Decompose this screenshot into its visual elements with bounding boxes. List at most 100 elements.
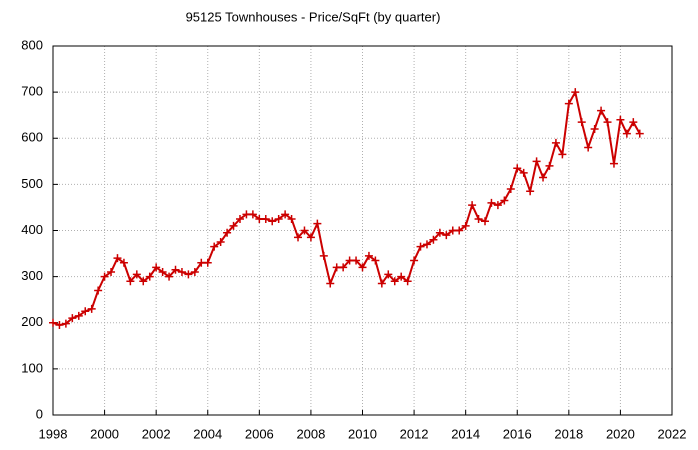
y-tick-label: 700 (21, 84, 43, 99)
data-point (139, 277, 148, 286)
x-tick-label: 2014 (451, 426, 480, 441)
y-tick-label: 100 (21, 360, 43, 375)
data-point (216, 238, 225, 247)
data-point (474, 214, 483, 223)
data-point (519, 168, 528, 177)
data-point (493, 201, 502, 210)
data-point (564, 99, 573, 108)
data-point (126, 277, 135, 286)
data-point (261, 214, 270, 223)
data-point (397, 272, 406, 281)
data-point (145, 272, 154, 281)
data-point (319, 251, 328, 260)
data-point (429, 235, 438, 244)
x-tick-label: 2022 (658, 426, 687, 441)
data-point (68, 314, 77, 323)
data-point (107, 268, 116, 277)
data-point (113, 254, 122, 263)
chart-title: 95125 Townhouses - Price/SqFt (by quarte… (186, 9, 441, 24)
data-point (94, 286, 103, 295)
data-point (81, 307, 90, 316)
data-point (616, 115, 625, 124)
data-point (165, 272, 174, 281)
data-point (358, 263, 367, 272)
data-point (403, 277, 412, 286)
data-point (274, 214, 283, 223)
data-point (384, 270, 393, 279)
y-tick-label: 600 (21, 130, 43, 145)
data-point (119, 258, 128, 267)
data-point (571, 88, 580, 97)
x-tick-label: 2012 (400, 426, 429, 441)
data-point (61, 319, 70, 328)
data-point (609, 159, 618, 168)
data-point (287, 214, 296, 223)
y-tick-label: 0 (36, 406, 43, 421)
data-point (416, 242, 425, 251)
data-point (74, 311, 83, 320)
data-point (526, 187, 535, 196)
data-point (49, 318, 57, 327)
y-tick-label: 200 (21, 314, 43, 329)
x-tick-label: 2018 (554, 426, 583, 441)
x-tick-label: 2000 (90, 426, 119, 441)
data-point (210, 242, 219, 251)
data-point (313, 219, 322, 228)
data-point (635, 129, 644, 138)
data-point (352, 256, 361, 265)
data-point (371, 256, 380, 265)
y-tick-label: 400 (21, 222, 43, 237)
data-point (390, 277, 399, 286)
data-point (339, 263, 348, 272)
data-point (422, 240, 431, 249)
data-point (326, 279, 335, 288)
y-tick-label: 300 (21, 268, 43, 283)
data-point (487, 198, 496, 207)
data-point (268, 217, 277, 226)
data-point (87, 304, 96, 313)
data-point (152, 263, 161, 272)
data-point (622, 129, 631, 138)
data-point (410, 256, 419, 265)
y-tick-label: 500 (21, 176, 43, 191)
data-point (590, 125, 599, 134)
x-tick-label: 2002 (142, 426, 171, 441)
data-point (294, 233, 303, 242)
data-point (300, 226, 309, 235)
data-point (377, 279, 386, 288)
plot-frame (52, 45, 673, 416)
data-point (468, 201, 477, 210)
data-point (558, 150, 567, 159)
data-point (442, 231, 451, 240)
data-point (577, 118, 586, 127)
data-point (190, 268, 199, 277)
data-point (55, 321, 64, 330)
data-point (461, 221, 470, 230)
data-point (500, 196, 509, 205)
data-point (584, 143, 593, 152)
data-point (235, 214, 244, 223)
x-tick-label: 2016 (503, 426, 532, 441)
x-tick-label: 2006 (245, 426, 274, 441)
data-point (481, 217, 490, 226)
data-point (306, 233, 315, 242)
x-tick-label: 2020 (606, 426, 635, 441)
data-point (629, 118, 638, 127)
data-point (532, 157, 541, 166)
data-point (100, 272, 109, 281)
data-point (364, 251, 373, 260)
data-point (171, 265, 180, 274)
data-point (545, 161, 554, 170)
data-point (513, 164, 522, 173)
x-tick-label: 2004 (193, 426, 222, 441)
y-tick-label: 800 (21, 37, 43, 52)
data-point (158, 268, 167, 277)
data-point (229, 221, 238, 230)
x-tick-label: 2008 (296, 426, 325, 441)
data-point (506, 184, 515, 193)
x-tick-label: 1998 (39, 426, 68, 441)
data-point (455, 226, 464, 235)
data-point (248, 210, 257, 219)
